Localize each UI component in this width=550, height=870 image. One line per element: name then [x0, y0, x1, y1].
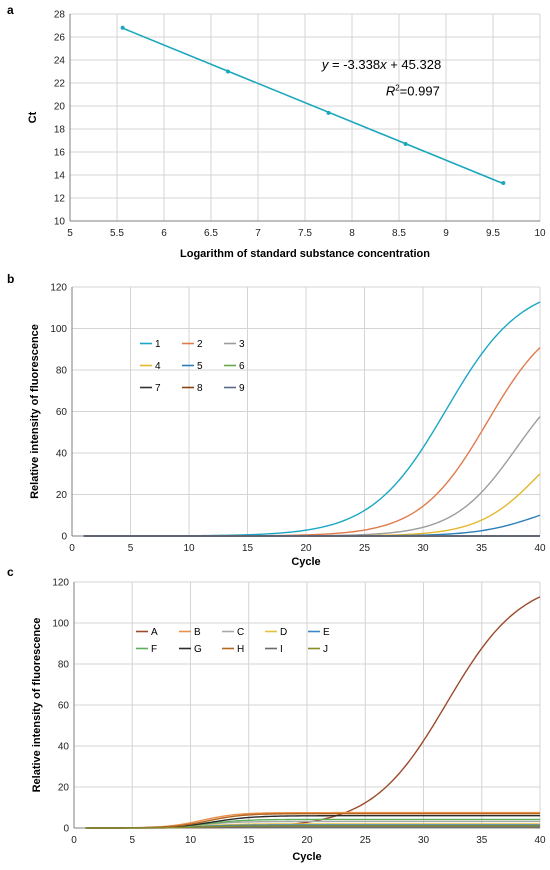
- y-tick-label: 40: [56, 449, 68, 460]
- y-tick-label: 60: [58, 701, 70, 712]
- legend-label-5: 5: [197, 361, 203, 372]
- y-tick-label: 20: [54, 102, 66, 113]
- y-tick-label: 10: [54, 217, 66, 228]
- legend-label-3: 3: [239, 339, 245, 350]
- trendline: [122, 27, 504, 185]
- y-tick-label: 80: [58, 660, 70, 671]
- x-tick-label: 15: [243, 835, 255, 846]
- x-tick-label: 35: [476, 835, 488, 846]
- chart-panel-a: a 5 5.5 6 6.5 7 7.5 8 8.5 9 9.5 10 10 12 14 16 18 20 22 24 2…: [7, 3, 546, 260]
- y-tick-label: 12: [54, 194, 66, 205]
- data-point: [225, 69, 230, 74]
- x-tick-label: 40: [534, 543, 546, 554]
- y-tick-label: 120: [52, 578, 69, 589]
- x-tick-label: 8.5: [392, 228, 406, 239]
- series-line-4: [83, 473, 541, 537]
- y-tick-label: 120: [50, 283, 67, 294]
- x-tick-label: 9.5: [486, 228, 500, 239]
- y-tick-label: 14: [54, 171, 66, 182]
- y-axis-title: Relative intensity of fluorescence: [29, 324, 41, 499]
- legend-label-B: B: [194, 627, 201, 638]
- y-axis-title: Ct: [27, 111, 39, 123]
- r-squared-label: R2=0.997: [386, 84, 440, 99]
- x-tick-label: 40: [534, 835, 546, 846]
- legend-label-7: 7: [155, 383, 161, 394]
- legend-label-J: J: [323, 644, 328, 655]
- legend-label-8: 8: [197, 383, 203, 394]
- x-tick-label: 25: [360, 835, 372, 846]
- y-tick-label: 40: [58, 742, 70, 753]
- y-tick-label: 0: [63, 824, 69, 835]
- legend-label-E: E: [323, 627, 330, 638]
- y-tick-label: 28: [54, 10, 66, 21]
- y-tick-label: 0: [61, 532, 67, 543]
- legend-label-1: 1: [155, 339, 161, 350]
- x-tick-label: 9: [443, 228, 449, 239]
- legend-label-F: F: [151, 644, 157, 655]
- x-axis-title: Cycle: [291, 556, 320, 568]
- y-tick-label: 60: [56, 407, 68, 418]
- legend-label-6: 6: [239, 361, 245, 372]
- x-axis-title: Cycle: [292, 851, 321, 863]
- x-tick-label: 15: [242, 543, 254, 554]
- legend-label-4: 4: [155, 361, 161, 372]
- x-tick-label: 30: [417, 543, 429, 554]
- y-tick-label: 100: [50, 324, 67, 335]
- panel-label: c: [7, 565, 14, 579]
- y-tick-label: 26: [54, 33, 66, 44]
- legend-label-A: A: [151, 627, 158, 638]
- x-tick-label: 30: [418, 835, 430, 846]
- series-line-3: [83, 416, 541, 537]
- x-tick-label: 5: [129, 835, 135, 846]
- panel-label: a: [7, 3, 14, 17]
- x-tick-label: 6: [161, 228, 167, 239]
- panel-label: b: [7, 272, 14, 286]
- legend-label-H: H: [237, 644, 244, 655]
- y-tick-label: 100: [52, 619, 69, 630]
- legend-label-2: 2: [197, 339, 203, 350]
- legend-label-D: D: [280, 627, 287, 638]
- legend-label-I: I: [280, 644, 283, 655]
- data-point: [501, 181, 506, 186]
- x-tick-label: 0: [69, 543, 75, 554]
- x-tick-label: 5.5: [110, 228, 124, 239]
- y-tick-label: 18: [54, 125, 66, 136]
- legend-label-9: 9: [239, 383, 245, 394]
- x-tick-label: 10: [534, 228, 546, 239]
- y-tick-label: 16: [54, 148, 66, 159]
- x-axis-title: Logarithm of standard substance concentr…: [180, 248, 430, 260]
- x-tick-label: 10: [183, 543, 195, 554]
- y-tick-label: 20: [56, 490, 68, 501]
- x-tick-label: 8: [349, 228, 355, 239]
- x-tick-label: 10: [185, 835, 197, 846]
- x-tick-label: 5: [128, 543, 134, 554]
- y-tick-label: 22: [54, 79, 66, 90]
- x-tick-label: 20: [301, 835, 313, 846]
- x-tick-label: 25: [359, 543, 371, 554]
- legend-label-G: G: [194, 644, 202, 655]
- y-axis-title: Relative intensity of fluorescence: [31, 618, 43, 793]
- trendline-equation: y = -3.338x + 45.328: [321, 57, 441, 72]
- series-line-2: [83, 347, 541, 537]
- y-tick-label: 24: [54, 56, 66, 67]
- x-tick-label: 5: [67, 228, 73, 239]
- data-point: [403, 141, 408, 146]
- x-tick-label: 7: [255, 228, 261, 239]
- x-tick-label: 6.5: [204, 228, 218, 239]
- chart-panel-b: b0 5 10 15 20 25 30 35 40020406080100120CycleRel…: [7, 272, 546, 568]
- data-point: [120, 25, 125, 30]
- y-tick-label: 20: [58, 783, 70, 794]
- series-line-5: [83, 514, 541, 537]
- x-tick-label: 20: [300, 543, 312, 554]
- x-tick-label: 35: [476, 543, 488, 554]
- x-tick-label: 7.5: [298, 228, 312, 239]
- y-tick-label: 80: [56, 366, 68, 377]
- data-point: [326, 110, 331, 115]
- legend-label-C: C: [237, 627, 244, 638]
- series-line-J: [85, 825, 540, 829]
- x-tick-label: 0: [71, 835, 77, 846]
- chart-panel-c: c 0 5 10 15 20 25 30 35 40 0 20 40 60 80 100 120 Cycle Rel…: [7, 565, 546, 863]
- series-line-H: [85, 812, 540, 829]
